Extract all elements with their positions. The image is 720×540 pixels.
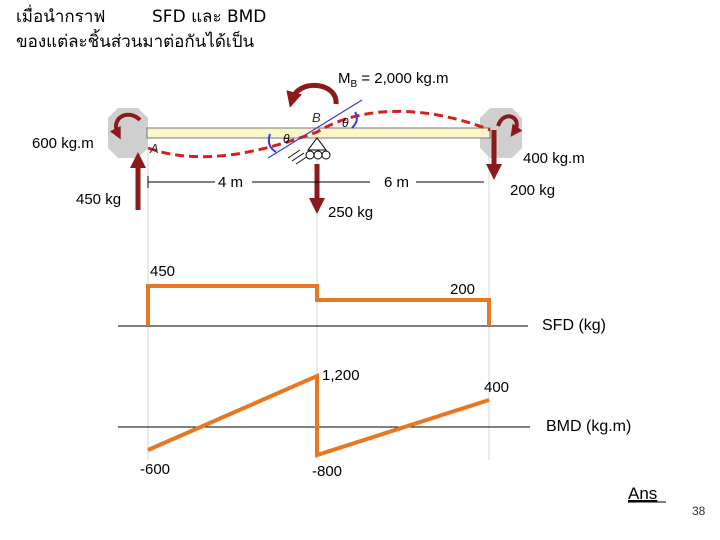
- theta-label-left: θ: [283, 132, 290, 146]
- moment-left-label: 600 kg.m: [32, 135, 94, 152]
- roller: [305, 150, 315, 160]
- bmd-value-peak: 1,200: [322, 367, 360, 384]
- point-b-label: B: [312, 110, 321, 125]
- answer-label: Ans: [628, 484, 657, 503]
- roller: [313, 150, 323, 160]
- pin-support: [307, 137, 327, 151]
- bmd-curve: [147, 372, 490, 458]
- title-line-1-diagrams: SFD และ BMD: [152, 7, 266, 27]
- sfd-value-left: 450: [150, 263, 175, 280]
- moment-right-arrow: [496, 114, 523, 137]
- theta-arc-left: [267, 133, 277, 153]
- title-line-1: เมื่อนำกราฟ: [16, 4, 105, 27]
- span-right-label: 6 m: [384, 174, 409, 191]
- hatch-mark: [287, 149, 301, 159]
- span-left-label: 4 m: [218, 174, 243, 191]
- bmd-value-right: 400: [484, 379, 509, 396]
- theta-label-right: θ: [342, 116, 349, 130]
- moment-b-label: MB = 2,000 kg.m: [338, 70, 448, 90]
- sfd-value-right: 200: [450, 281, 475, 298]
- force-mid-label: 250 kg: [328, 204, 373, 221]
- bmd-label: BMD (kg.m): [546, 418, 631, 435]
- force-left-label: 450 kg: [76, 191, 121, 208]
- tangent-line: [267, 99, 363, 159]
- moment-right-label: 400 kg.m: [523, 150, 585, 167]
- sfd-curve: [146, 284, 491, 326]
- bmd-value-drop: -800: [312, 463, 342, 480]
- sfd-label: SFD (kg): [542, 317, 606, 334]
- title-line-2: ของแต่ละชิ้นส่วนมาต่อกันได้เป็น: [16, 29, 254, 52]
- moment-left-arrow: [109, 112, 142, 140]
- beam: [146, 127, 491, 139]
- page-number: 38: [692, 504, 706, 518]
- moment-b-arrow: [286, 83, 339, 108]
- theta-arc-right: [351, 111, 358, 129]
- end-block-right: [480, 108, 522, 158]
- bmd-value-left: -600: [140, 461, 170, 478]
- point-a-label: A: [149, 141, 159, 156]
- deflection-curve: [147, 109, 491, 159]
- hatch-mark: [291, 152, 305, 162]
- roller: [321, 150, 331, 160]
- force-right-label: 200 kg: [510, 182, 555, 199]
- hatch-mark: [295, 155, 309, 165]
